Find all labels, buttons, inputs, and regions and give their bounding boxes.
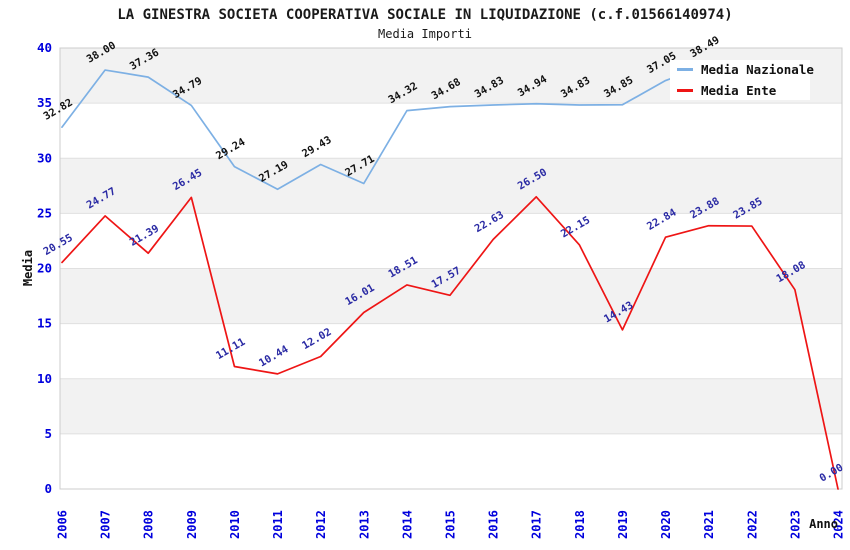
legend-item-media-nazionale: Media Nazionale [670,62,814,77]
x-tick-label: 2021 [702,510,716,539]
x-tick-label: 2024 [832,510,846,539]
y-tick-label: 30 [37,150,52,165]
x-tick-label: 2014 [400,510,414,539]
x-tick-label: 2009 [185,510,199,539]
x-tick-label: 2013 [357,510,371,539]
data-label: 21.39 [128,223,161,249]
legend: Media Nazionale Media Ente [670,60,814,100]
legend-label-media-nazionale: Media Nazionale [701,62,814,77]
media-ente-line-swatch [677,89,693,92]
x-tick-label: 2006 [56,510,70,539]
x-tick-label: 2016 [487,510,501,539]
y-tick-label: 20 [37,261,52,276]
y-tick-label: 15 [37,316,52,331]
chart-title: LA GINESTRA SOCIETA COOPERATIVA SOCIALE … [117,7,733,23]
y-axis-title: Media [21,249,35,287]
x-tick-label: 2020 [659,510,673,539]
chart-subtitle: Media Importi [378,27,472,41]
series-line-media-nazionale [61,63,710,191]
x-tick-label: 2022 [745,510,759,539]
y-tick-label: 5 [44,426,52,441]
data-label: 0.00 [818,462,846,485]
legend-label-media-ente: Media Ente [701,83,777,98]
x-tick-label: 2017 [530,510,544,539]
plot-border [59,47,843,490]
plot-band [60,378,842,434]
x-axis-title: Anno [809,517,838,531]
x-tick-label: 2015 [444,510,458,539]
series-line-media-ente [61,195,839,490]
x-tick-label: 2011 [271,510,285,539]
media-nazionale-line-swatch [677,68,693,71]
y-tick-label: 0 [44,481,52,496]
x-tick-label: 2019 [616,510,630,539]
x-tick-label: 2008 [142,510,156,539]
x-tick-label: 2007 [99,510,113,539]
y-tick-label: 35 [37,95,52,110]
y-tick-label: 10 [37,371,52,386]
x-tick-label: 2023 [788,510,802,539]
legend-item-media-ente: Media Ente [670,83,810,98]
plot-band [60,158,842,214]
y-tick-label: 25 [37,205,52,220]
data-label: 22.15 [559,214,592,240]
x-tick-label: 2012 [314,510,328,539]
y-tick-label: 40 [37,40,52,55]
plot-band [60,268,842,324]
x-tick-label: 2018 [573,510,587,539]
data-label: 29.43 [300,134,333,160]
data-label: 10.44 [257,343,290,369]
data-label: 11.11 [214,336,247,362]
x-tick-label: 2010 [228,510,242,539]
